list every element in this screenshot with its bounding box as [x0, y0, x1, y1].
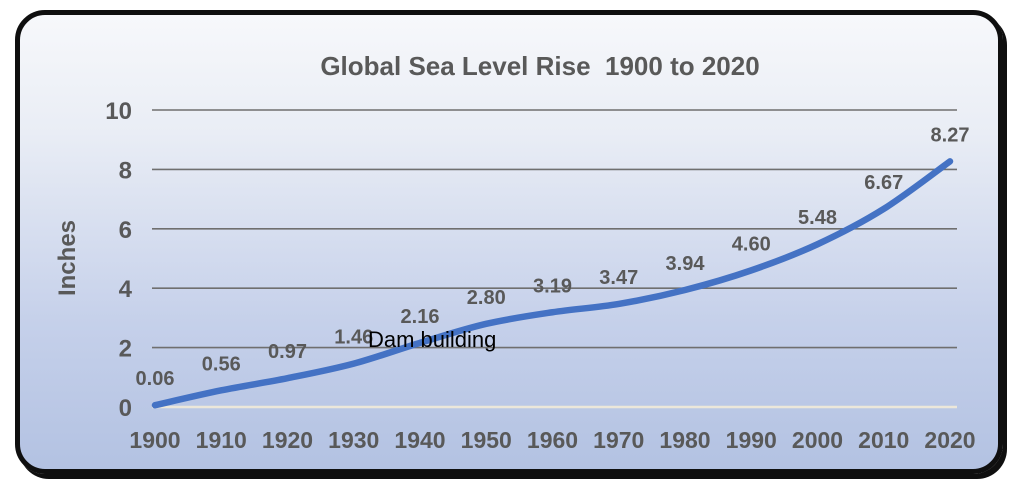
chart-title: Global Sea Level Rise 1900 to 2020 [320, 51, 760, 81]
x-tick-label-1990: 1990 [726, 427, 777, 453]
x-tick-label-1970: 1970 [593, 427, 644, 453]
x-tick-label-2000: 2000 [792, 427, 843, 453]
y-tick-label-4: 4 [119, 276, 133, 303]
x-tick-label-1940: 1940 [394, 427, 445, 453]
x-tick-label-2010: 2010 [858, 427, 909, 453]
y-tick-label-2: 2 [119, 336, 132, 363]
data-label-1970: 3.47 [599, 267, 638, 289]
x-tick-label-1930: 1930 [328, 427, 379, 453]
data-label-1960: 3.19 [533, 275, 572, 297]
data-label-1900: 0.06 [136, 368, 175, 390]
y-tick-label-6: 6 [119, 217, 132, 244]
x-tick-label-1950: 1950 [461, 427, 512, 453]
x-tick-label-1900: 1900 [129, 427, 180, 453]
annotation-dam-building: Dam building [368, 327, 497, 352]
data-label-1990: 4.60 [732, 233, 771, 255]
y-tick-label-8: 8 [119, 157, 132, 184]
series-line [151, 158, 954, 409]
x-tick-label-1960: 1960 [527, 427, 578, 453]
y-tick-label-0: 0 [119, 395, 132, 422]
data-label-1950: 2.80 [467, 287, 506, 309]
x-tick-label-1920: 1920 [262, 427, 313, 453]
x-tick-label-1980: 1980 [659, 427, 710, 453]
data-label-2020: 8.27 [931, 124, 970, 146]
data-label-2010: 6.67 [864, 172, 903, 194]
data-label-1930: 1.46 [334, 327, 373, 349]
data-label-2000: 5.48 [798, 207, 837, 229]
y-axis-title: Inches [54, 219, 81, 297]
data-label-1980: 3.94 [666, 253, 706, 275]
data-label-1920: 0.97 [268, 341, 307, 363]
data-label-1910: 0.56 [202, 353, 241, 375]
x-tick-label-2020: 2020 [924, 427, 975, 453]
y-tick-label-10: 10 [105, 98, 132, 125]
x-tick-label-1910: 1910 [196, 427, 247, 453]
data-label-1940: 2.16 [401, 306, 440, 328]
